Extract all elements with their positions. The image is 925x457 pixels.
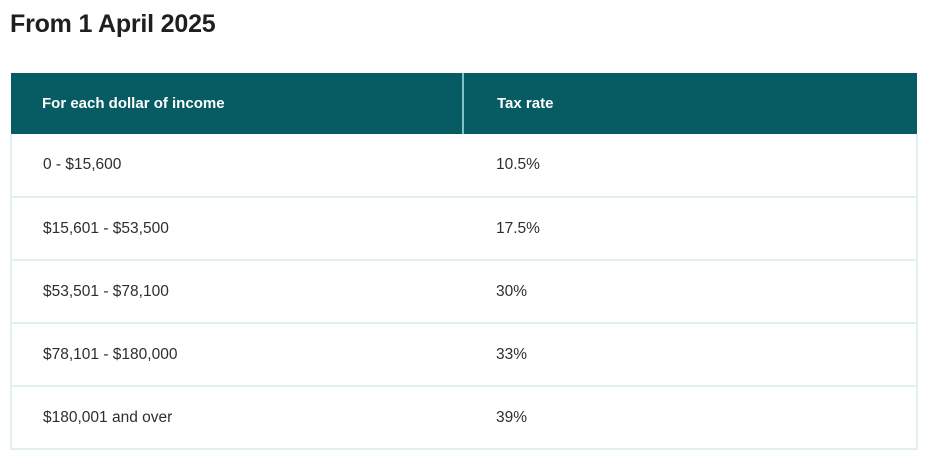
tax-rate-table: For each dollar of income Tax rate 0 - $… (10, 73, 918, 450)
tax-rate-column-header: Tax rate (463, 73, 917, 134)
header-row: For each dollar of income Tax rate (11, 73, 917, 134)
table-row: $53,501 - $78,100 30% (10, 260, 918, 324)
table-header: For each dollar of income Tax rate (11, 73, 917, 134)
table-row: $180,001 and over 39% (10, 386, 918, 450)
income-column-header: For each dollar of income (11, 73, 464, 134)
income-bracket-cell: 0 - $15,600 (10, 134, 463, 198)
section-heading: From 1 April 2025 (10, 10, 216, 38)
income-bracket-cell: $15,601 - $53,500 (10, 197, 463, 261)
tax-rate-cell: 17.5% (463, 197, 918, 261)
income-bracket-cell: $78,101 - $180,000 (10, 323, 463, 387)
table-row: $78,101 - $180,000 33% (10, 323, 918, 387)
table-body: 0 - $15,600 10.5% $15,601 - $53,500 17.5… (10, 134, 918, 450)
tax-rate-cell: 33% (463, 323, 918, 387)
tax-rate-cell: 30% (463, 260, 918, 324)
tax-rate-cell: 10.5% (463, 134, 918, 198)
income-bracket-cell: $53,501 - $78,100 (10, 260, 463, 324)
tax-rate-cell: 39% (463, 386, 918, 450)
income-bracket-cell: $180,001 and over (10, 386, 463, 450)
table-row: 0 - $15,600 10.5% (10, 134, 918, 198)
table-row: $15,601 - $53,500 17.5% (10, 197, 918, 261)
